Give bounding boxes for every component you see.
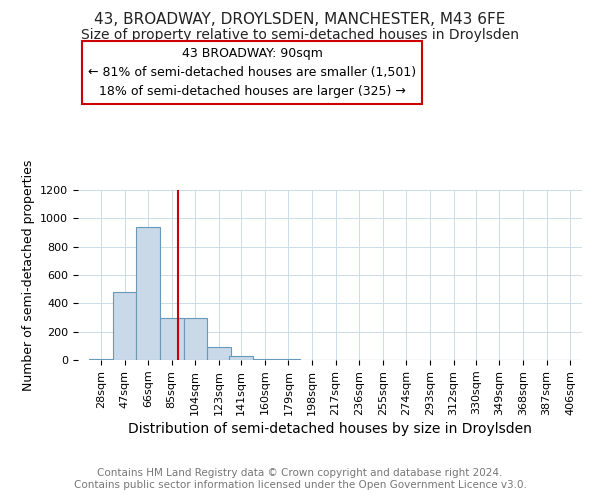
Text: 43, BROADWAY, DROYLSDEN, MANCHESTER, M43 6FE: 43, BROADWAY, DROYLSDEN, MANCHESTER, M43… (94, 12, 506, 28)
X-axis label: Distribution of semi-detached houses by size in Droylsden: Distribution of semi-detached houses by … (128, 422, 532, 436)
Bar (160, 318, 184, 360)
Bar (184, 318, 207, 360)
Y-axis label: Number of semi-detached properties: Number of semi-detached properties (22, 160, 35, 390)
Bar (207, 346, 230, 360)
Bar (113, 292, 136, 360)
Text: 43 BROADWAY: 90sqm
← 81% of semi-detached houses are smaller (1,501)
18% of semi: 43 BROADWAY: 90sqm ← 81% of semi-detache… (88, 48, 416, 98)
Text: Contains HM Land Registry data © Crown copyright and database right 2024.
Contai: Contains HM Land Registry data © Crown c… (74, 468, 526, 490)
Bar (277, 358, 300, 360)
Bar (253, 358, 277, 360)
Bar (229, 356, 253, 360)
Text: Size of property relative to semi-detached houses in Droylsden: Size of property relative to semi-detach… (81, 28, 519, 42)
Bar (136, 227, 160, 360)
Bar (89, 358, 113, 360)
